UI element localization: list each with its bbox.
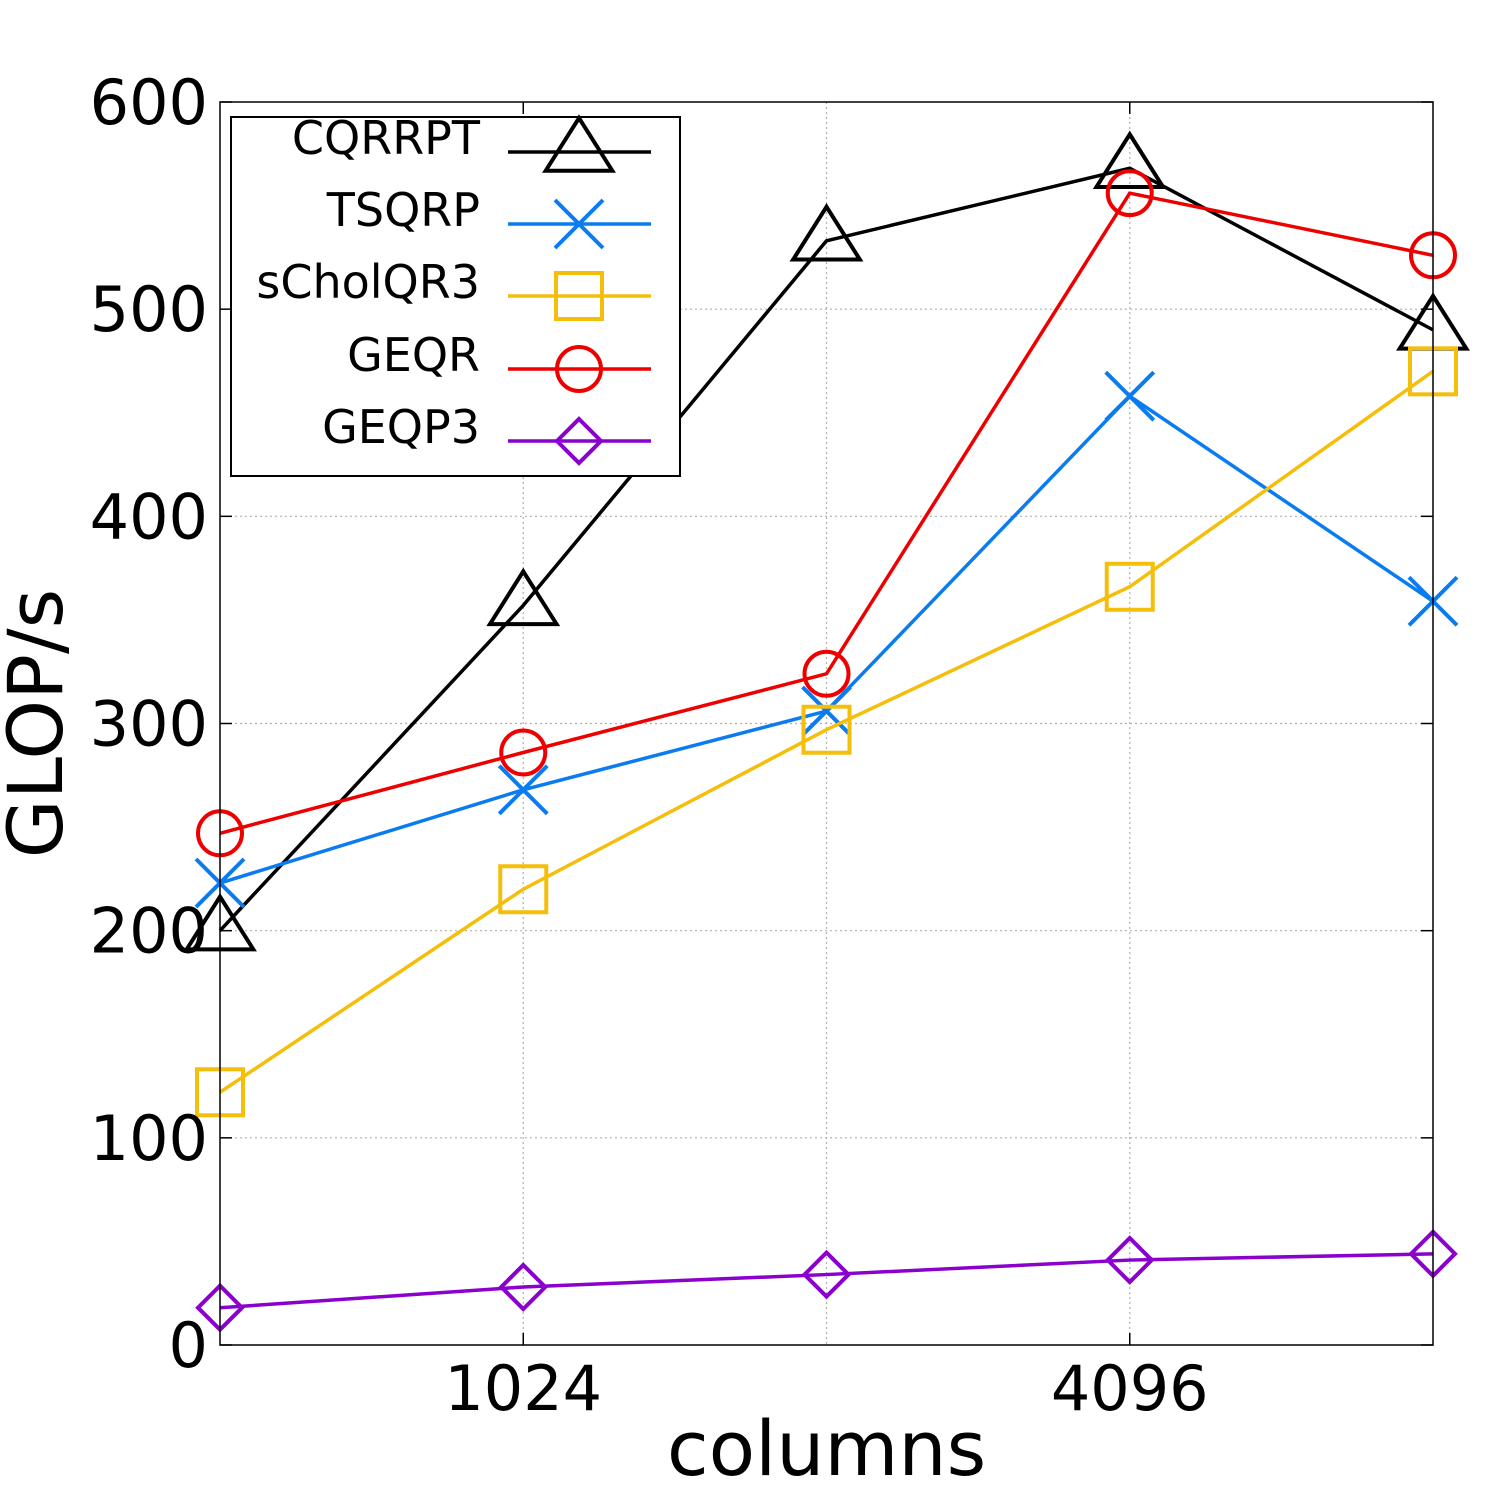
- data-point-cqrrpt: [789, 203, 864, 262]
- axis-ticks: 0 100 200 300 400 500 600 1024 4096: [90, 66, 1433, 1425]
- y-tick-label: 100: [90, 1102, 208, 1175]
- y-tick-label: 300: [90, 688, 208, 761]
- data-point-cqrrpt: [486, 567, 561, 627]
- data-point-geqp3: [498, 1262, 549, 1312]
- legend-label-geqp3: GEQP3: [322, 400, 480, 454]
- series-line-geqr: [219, 191, 1434, 835]
- legend-marker-geqp3: [554, 416, 604, 466]
- series-line-scholqr3: [219, 369, 1435, 1094]
- y-axis-title: GLOP/s: [0, 589, 80, 858]
- series-cqrrpt: [183, 130, 1470, 952]
- series-line-cqrrpt: [218, 166, 1434, 932]
- y-tick-label: 600: [90, 66, 208, 139]
- data-point-cqrrpt: [1092, 130, 1167, 189]
- legend: CQRRPT TSQRP sCholQR3 GEQR GEQP3: [230, 111, 681, 477]
- data-point-scholqr3: [801, 704, 852, 755]
- plot-series: [183, 130, 1470, 1333]
- y-tick-label: 200: [90, 895, 208, 968]
- data-point-tsqrp: [497, 764, 549, 816]
- legend-label-tsqrp: TSQRP: [326, 183, 480, 237]
- x-axis-title: columns: [667, 1404, 986, 1493]
- x-tick-label: 1024: [444, 1352, 602, 1425]
- legend-marker-scholqr3: [554, 271, 604, 321]
- y-tick-label: 500: [90, 273, 208, 346]
- series-line-geqp3: [219, 1252, 1434, 1310]
- data-point-geqr: [1105, 169, 1154, 218]
- legend-label-geqr: GEQR: [347, 328, 480, 382]
- legend-marker-cqrrpt: [542, 114, 616, 173]
- data-point-scholqr3: [1104, 561, 1155, 612]
- data-point-tsqrp: [1104, 370, 1156, 422]
- data-point-geqr: [499, 728, 548, 777]
- data-point-geqp3: [801, 1249, 852, 1300]
- data-point-tsqrp: [801, 685, 852, 737]
- legend-label-cqrrpt: CQRRPT: [292, 111, 481, 165]
- legend-marker-geqr: [555, 345, 603, 393]
- data-point-scholqr3: [498, 864, 549, 915]
- x-tick-label: 4096: [1051, 1352, 1209, 1425]
- data-point-geqp3: [1104, 1235, 1155, 1285]
- legend-marker-tsqrp: [553, 198, 605, 250]
- y-tick-label: 400: [90, 480, 208, 553]
- y-tick-label: 0: [169, 1309, 208, 1382]
- data-point-geqr: [802, 649, 851, 698]
- legend-label-scholqr3: sCholQR3: [256, 255, 480, 309]
